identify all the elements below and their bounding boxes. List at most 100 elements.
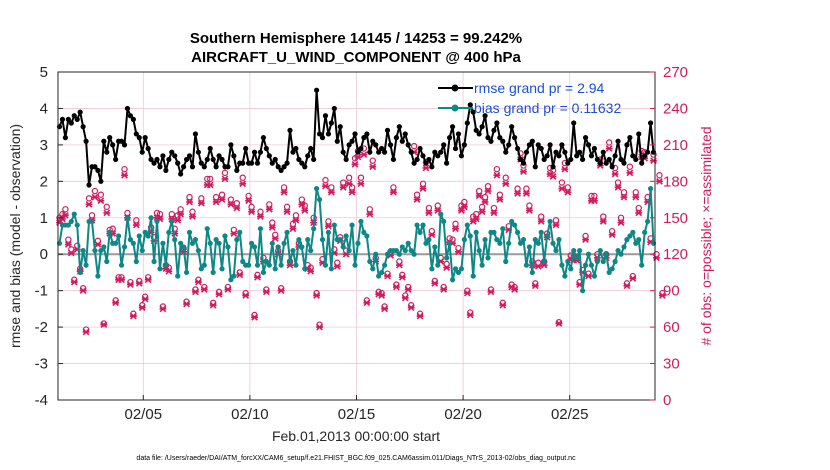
possible-obs-marker [280,184,288,191]
rmse-point [509,124,515,130]
assimilated-obs-marker [452,225,459,233]
bias-point [124,215,131,221]
assimilated-obs-marker [656,177,663,185]
assimilated-obs-marker [245,197,253,205]
bias-point [275,244,281,250]
possible-obs-marker [656,172,663,179]
bias-point [621,244,627,250]
rmse-point [275,164,281,170]
tick-marks [58,71,655,401]
rmse-point [340,149,346,155]
assimilated-obs-marker [366,210,374,218]
bias-point [423,240,429,246]
rmse-point [201,164,207,170]
bias-point [172,237,178,243]
bias-point [441,218,447,225]
rmse-point [364,131,370,137]
bias-point [98,247,104,254]
rmse-point [219,156,225,163]
bias-point [231,273,237,279]
assimilated-obs-marker [174,216,182,224]
bias-point [136,233,142,239]
assimilated-obs-marker [620,193,628,201]
rmse-point [550,164,556,170]
assimilated-obs-marker [440,286,448,293]
assimilated-obs-marker [135,280,143,287]
bias-point [579,288,586,294]
assimilated-obs-marker [100,321,108,329]
bias-point [429,266,435,272]
rmse-point [506,142,512,148]
assimilated-obs-marker [64,241,72,248]
rmse-point [325,131,332,137]
bias-point [219,266,225,272]
possible-obs-marker [133,217,140,224]
assimilated-obs-marker [265,205,273,213]
bias-point [432,244,438,250]
bias-point [361,229,367,235]
assimilated-obs-marker [262,288,270,296]
bias-point [83,262,89,268]
bias-point [305,237,311,243]
possible-obs-marker [248,203,255,211]
assimilated-obs-marker [61,211,69,219]
assimilated-obs-marker [177,210,185,218]
assimilated-obs-marker [599,218,607,225]
assimilated-obs-marker [531,282,539,290]
possible-obs-marker [526,202,533,209]
assimilated-obs-marker [357,180,365,188]
bias-point [302,266,308,272]
rmse-point [523,149,530,155]
rmse-point [308,145,314,152]
assimilated-obs-marker [79,287,87,295]
bias-point [257,226,264,232]
possible-obs-marker [221,169,229,177]
bias-point [195,247,201,254]
rmse-point [189,164,196,170]
rmse-point [231,153,237,159]
bias-point [535,240,541,246]
bias-point [497,240,503,246]
rmse-point [597,160,603,166]
bias-point [615,247,621,254]
rmse-point [420,153,426,159]
assimilated-obs-marker [325,222,332,230]
assimilated-obs-marker [189,213,196,220]
bias-point [148,215,154,221]
assimilated-obs-marker [381,305,388,313]
assimilated-obs-marker [345,180,353,188]
assimilated-obs-marker [103,209,111,217]
rmse-point [86,182,92,188]
assimilated-obs-marker [251,314,258,321]
bias-point [101,244,107,250]
rmse-point [600,149,606,155]
assimilated-obs-marker [419,185,427,192]
rmse-point [426,156,432,163]
bias-point [260,269,267,276]
rmse-point [491,127,497,133]
possible-obs-marker [484,182,492,190]
bias-point [263,258,269,265]
assimilated-obs-marker [611,170,619,178]
rmse-point [322,113,329,119]
rmse-point [195,149,201,155]
possible-obs-marker [97,191,105,198]
assimilated-obs-marker [390,188,397,196]
rmse-point [210,156,216,163]
bias-point [491,229,497,235]
bias-point [77,269,83,276]
bias-point [68,218,74,225]
assimilated-obs-marker [129,312,137,320]
rmse-point [476,131,482,137]
rmse-point [438,149,444,155]
rmse-point [118,138,125,144]
bias-point [296,237,302,243]
possible-obs-marker [366,206,373,213]
bias-point [92,247,98,254]
bias-point [293,262,299,268]
bias-point [346,247,352,254]
assimilated-obs-marker [132,221,140,229]
rmse-point [349,138,355,144]
bias-point [314,186,320,192]
assimilated-obs-marker [271,235,279,242]
